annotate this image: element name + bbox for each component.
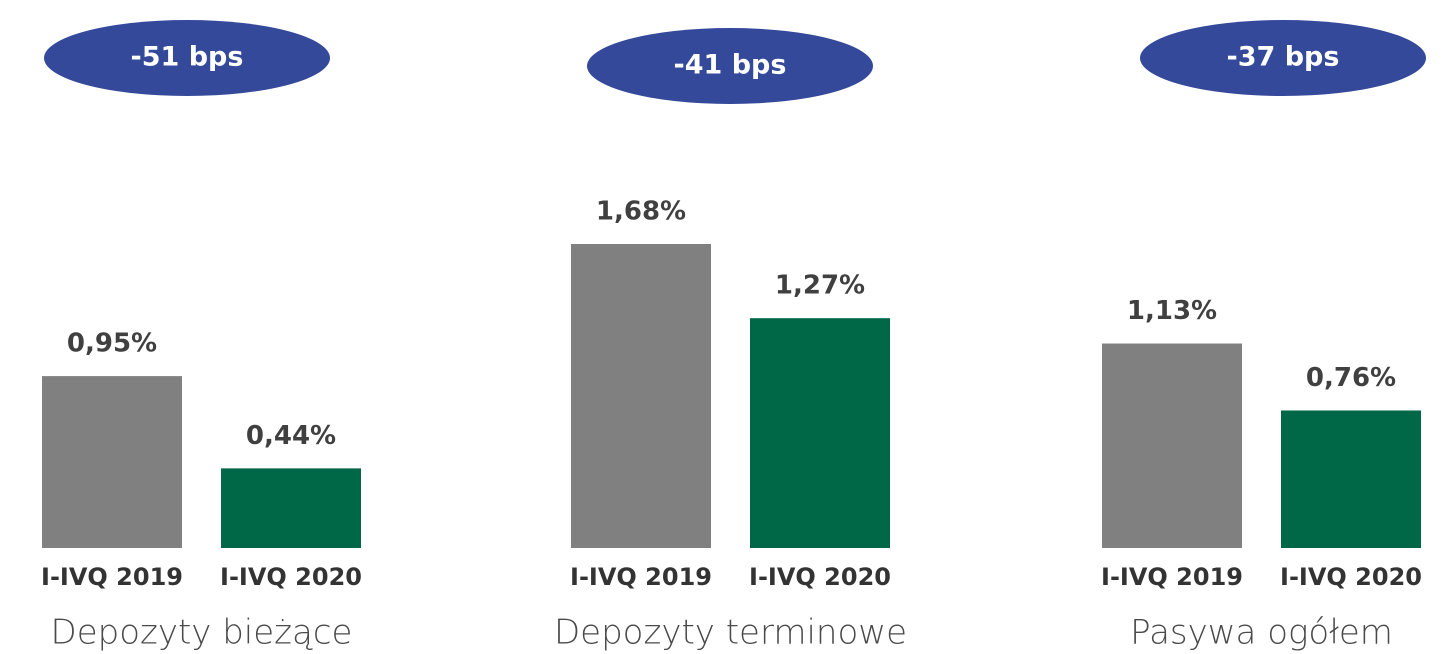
value-label: 0,95% [67,329,157,359]
value-label: 0,76% [1306,363,1396,393]
bar [571,244,711,548]
chart-title: Depozyty terminowe [554,613,907,653]
badge [587,28,873,104]
value-label: 0,44% [246,421,336,451]
badge-label: -51 bps [131,42,244,73]
category-label: I-IVQ 2020 [749,563,891,591]
bar [221,468,361,548]
category-label: I-IVQ 2020 [220,563,362,591]
category-label: I-IVQ 2020 [1280,563,1422,591]
value-label: 1,68% [596,197,686,227]
bar [750,318,890,548]
badge [44,20,330,96]
category-label: I-IVQ 2019 [41,563,183,591]
chart: -37 bps 1,13% I-IVQ 2019 0,76% I-IVQ 2020 Pas… [1101,20,1426,653]
bar [1281,410,1421,548]
chart-title: Pasywa ogółem [1130,613,1393,653]
bar [1102,343,1242,548]
value-label: 1,27% [775,271,865,301]
bar [42,376,182,548]
category-label: I-IVQ 2019 [1101,563,1243,591]
chart: -51 bps 0,95% I-IVQ 2019 0,44% I-IVQ 2020 Dep… [41,20,362,653]
value-label: 1,13% [1127,296,1217,326]
chart: -41 bps 1,68% I-IVQ 2019 1,27% I-IVQ 2020 Dep… [554,28,907,653]
badge-label: -41 bps [674,50,787,81]
badge [1140,20,1426,96]
category-label: I-IVQ 2019 [570,563,712,591]
badge-label: -37 bps [1227,42,1340,73]
chart-title: Depozyty bieżące [51,613,353,653]
